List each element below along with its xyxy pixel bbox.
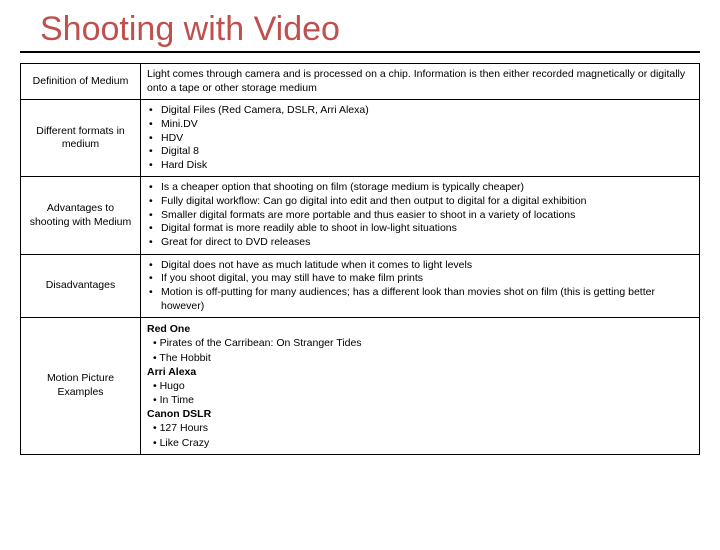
label-examples: Motion Picture Examples	[21, 318, 141, 455]
list-item: Digital 8	[147, 145, 693, 159]
example-item: Hugo	[147, 379, 693, 393]
list-item: Digital Files (Red Camera, DSLR, Arri Al…	[147, 104, 693, 118]
title-bar: Shooting with Video	[20, 10, 700, 53]
list-advantages: Is a cheaper option that shooting on fil…	[141, 177, 700, 254]
example-item: In Time	[147, 393, 693, 407]
example-item: The Hobbit	[147, 351, 693, 365]
examples-cell: Red OnePirates of the Carribean: On Stra…	[141, 318, 700, 455]
bullets-formats: Digital Files (Red Camera, DSLR, Arri Al…	[147, 104, 693, 172]
row-advantages: Advantages to shooting with Medium Is a …	[21, 177, 700, 254]
row-examples: Motion Picture Examples Red OnePirates o…	[21, 318, 700, 455]
list-item: If you shoot digital, you may still have…	[147, 272, 693, 286]
label-formats: Different formats in medium	[21, 100, 141, 177]
bullets-disadvantages: Digital does not have as much latitude w…	[147, 259, 693, 314]
example-item: 127 Hours	[147, 421, 693, 435]
content-table: Definition of Medium Light comes through…	[20, 63, 700, 455]
list-item: Digital format is more readily able to s…	[147, 222, 693, 236]
label-definition: Definition of Medium	[21, 64, 141, 100]
list-item: Is a cheaper option that shooting on fil…	[147, 181, 693, 195]
list-formats: Digital Files (Red Camera, DSLR, Arri Al…	[141, 100, 700, 177]
example-group-header: Arri Alexa	[147, 365, 693, 379]
list-item: Great for direct to DVD releases	[147, 236, 693, 250]
slide-title: Shooting with Video	[20, 10, 700, 49]
label-disadvantages: Disadvantages	[21, 254, 141, 318]
list-item: Smaller digital formats are more portabl…	[147, 209, 693, 223]
list-disadvantages: Digital does not have as much latitude w…	[141, 254, 700, 318]
list-item: Motion is off-putting for many audiences…	[147, 286, 693, 313]
example-group-header: Red One	[147, 322, 693, 336]
list-item: Hard Disk	[147, 159, 693, 173]
text-definition: Light comes through camera and is proces…	[141, 64, 700, 100]
example-group-header: Canon DSLR	[147, 407, 693, 421]
example-item: Pirates of the Carribean: On Stranger Ti…	[147, 336, 693, 350]
row-formats: Different formats in medium Digital File…	[21, 100, 700, 177]
list-item: Digital does not have as much latitude w…	[147, 259, 693, 273]
list-item: Fully digital workflow: Can go digital i…	[147, 195, 693, 209]
label-advantages: Advantages to shooting with Medium	[21, 177, 141, 254]
list-item: Mini.DV	[147, 118, 693, 132]
row-definition: Definition of Medium Light comes through…	[21, 64, 700, 100]
example-item: Like Crazy	[147, 436, 693, 450]
examples-block: Red OnePirates of the Carribean: On Stra…	[147, 322, 693, 450]
bullets-advantages: Is a cheaper option that shooting on fil…	[147, 181, 693, 249]
list-item: HDV	[147, 132, 693, 146]
row-disadvantages: Disadvantages Digital does not have as m…	[21, 254, 700, 318]
